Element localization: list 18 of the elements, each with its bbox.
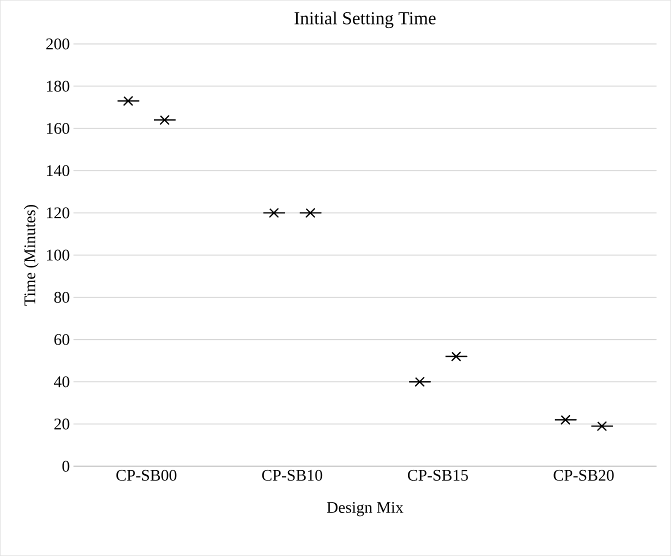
y-tick-label: 140 — [46, 165, 70, 176]
x-tick-label: CP-SB15 — [408, 470, 468, 481]
chart-title: Initial Setting Time — [294, 12, 436, 28]
y-tick-label: 20 — [54, 418, 70, 430]
y-tick-label: 160 — [46, 122, 70, 134]
y-tick-label: 60 — [54, 334, 70, 346]
y-tick-label: 40 — [54, 376, 70, 388]
y-tick-label: 180 — [46, 80, 70, 92]
y-tick-label: 80 — [54, 292, 70, 303]
y-tick-label: 120 — [46, 207, 70, 218]
y-axis-title: Time (Minutes) — [24, 204, 39, 306]
x-tick-label: CP-SB20 — [554, 470, 614, 481]
y-tick-label: 0 — [62, 460, 70, 472]
x-axis-title: Design Mix — [326, 502, 404, 516]
x-tick-label: CP-SB10 — [262, 470, 322, 481]
x-tick-label: CP-SB00 — [116, 470, 176, 481]
y-tick-label: 100 — [46, 250, 70, 261]
y-tick-label: 200 — [46, 38, 70, 50]
